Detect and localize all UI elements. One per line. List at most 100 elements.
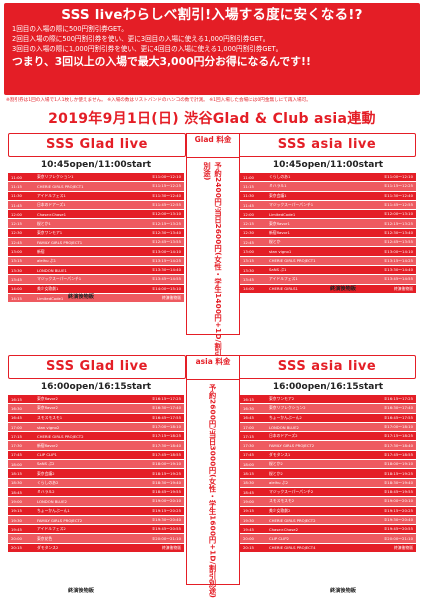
merch-time: ①12:15〜13:25 [140, 218, 184, 229]
performer-name: マジックスーパーパンチ2 [266, 487, 372, 498]
performer-name: CHERIE GIRLS PROJECT1 [34, 181, 140, 192]
performer-name: SaNS ぶ1 [266, 265, 372, 276]
slot-time: 13:00 [240, 246, 266, 257]
asia-header: SSS asia live [238, 355, 416, 379]
performer-name: 東京flavor2 [34, 403, 140, 414]
slot-time: 20:00 [8, 533, 34, 544]
table-row: 20:15 CHERIE GIRLS PROJECT4 終演後物販 [240, 543, 416, 554]
performer-name: ダモタンス2 [34, 543, 140, 554]
slot-time: 11:15 [8, 181, 34, 192]
slot-time: 20:00 [240, 533, 266, 544]
table-row: 11:30 アイドルフェス1 ①11:30〜12:40 [8, 191, 184, 201]
slot-time: 18:15 [8, 468, 34, 479]
price-box: Glad 料金 予約2400円/当日2600円(女性・学生1400円+1D/割引… [186, 133, 240, 357]
table-row: 13:30 SaNS ぶ1 ①13:30〜14:40 [240, 265, 416, 276]
table-row: 13:15 CHERIE GIRLS PROJECT1 ①13:15〜14:25 [240, 256, 416, 266]
slot-time: 20:15 [8, 543, 34, 554]
performer-name: CHERIE GIRLS PROJECT2 [34, 431, 140, 442]
performer-name: alelhu ぶ1 [34, 256, 140, 266]
merch-time: ②16:15〜17:25 [372, 395, 416, 405]
performer-name: LimitedCode1 [34, 293, 140, 304]
slot-time: 14:15 [8, 293, 34, 304]
merch-time: ②19:30〜20:40 [140, 515, 184, 526]
merch-time: ②17:00〜18:10 [372, 422, 416, 433]
performer-name: アイドルフェス2 [34, 524, 140, 535]
table-row: 14:00 CHERIE GIRLS1 終演後物販 [240, 284, 416, 294]
slot-time: 13:15 [240, 256, 266, 266]
performer-name: 桜とか2 [266, 459, 372, 470]
table-row: 19:45 アイドルフェス2 ②19:45〜20:55 [8, 524, 184, 535]
merch-time: ②18:00〜19:10 [372, 459, 416, 470]
slot-time: 16:15 [240, 395, 266, 405]
performer-name: ミハラル1 [266, 181, 372, 192]
table-row: 13:15 alelhu ぶ1 ①13:15〜14:25 [8, 256, 184, 266]
performer-name: 東京ワンモア1 [34, 228, 140, 239]
slot-time: 19:45 [240, 524, 266, 535]
slot-time: 19:00 [240, 496, 266, 507]
performer-name: LONDON BLUE2 [34, 496, 140, 507]
merch-time: ②19:15〜20:25 [140, 506, 184, 516]
merch-time: ①12:30〜13:40 [140, 228, 184, 239]
merch-time: ②20:00〜21:10 [140, 533, 184, 544]
performer-name: マジックスーパーパンチ1 [34, 274, 140, 285]
table-row: 19:00 スモスモスモ2 ②19:00〜20:10 [240, 496, 416, 507]
slot-time: 16:15 [8, 395, 34, 405]
event-title: 2019年9月1日(日) 渋谷Glad & Club asia連動 [48, 111, 376, 127]
slot-time: 16:45 [8, 413, 34, 423]
performer-name: マジックスーパーパンチ1 [266, 200, 372, 211]
merch-time: ②16:30〜17:40 [140, 403, 184, 414]
performer-name: 新宿flavor2 [34, 440, 140, 451]
asia-timetable: 16:15 東京ワンモア2 ②16:15〜17:25 16:30 東京リフレクション2 ②… [240, 395, 416, 554]
merch-time: ①11:00〜12:10 [372, 173, 416, 183]
glad-footer: 終演後物販 [68, 588, 94, 594]
table-row: 17:15 CHERIE GIRLS PROJECT2 ②17:15〜18:25 [8, 431, 184, 442]
merch-time: 終演後物販 [140, 543, 184, 554]
table-row: 19:15 美少女歌劇2 ②19:15〜20:25 [240, 506, 416, 516]
table-row: 13:45 アイドルフェス1 ①13:45〜14:55 [240, 274, 416, 285]
merch-time: ①11:30〜12:40 [140, 191, 184, 201]
table-row: 18:15 桜とか2 ②18:15〜19:25 [240, 468, 416, 479]
merch-time: ②19:00〜20:10 [140, 496, 184, 507]
table-row: 11:00 東京リフレクション1 ①11:00〜12:10 [8, 173, 184, 183]
slot-time: 18:45 [8, 487, 34, 498]
performer-name: 東京flavor1 [266, 218, 372, 229]
table-row: 18:15 東京会議2 ②18:15〜19:25 [8, 468, 184, 479]
merch-time: ②19:15〜20:25 [372, 506, 416, 516]
merch-time: ②19:00〜20:10 [372, 496, 416, 507]
performer-name: 桜とか1 [34, 218, 140, 229]
merch-time: ①14:00〜15:10 [140, 284, 184, 294]
table-row: 18:30 くらしのあ2 ②18:30〜19:40 [8, 478, 184, 488]
slot-time: 12:45 [240, 237, 266, 248]
performer-name: スモスモスモ2 [266, 496, 372, 507]
slot-time: 18:30 [8, 478, 34, 488]
performer-name: SaNS ぶ2 [34, 459, 140, 470]
asia-timetable: 11:00 くらしのあ1 ①11:00〜12:10 11:15 ミハラル1 ①11:15〜… [240, 173, 416, 294]
merch-time: ②18:15〜19:25 [140, 468, 184, 479]
performer-name: CLIP CLIP2 [266, 533, 372, 544]
table-row: 17:00 LONDON BLUE2 ②17:00〜18:10 [240, 422, 416, 433]
table-row: 12:15 桜とか1 ①12:15〜13:25 [8, 218, 184, 229]
table-row: 19:15 ちょーかんぶーん1 ②19:15〜20:25 [8, 506, 184, 516]
table-row: 11:00 くらしのあ1 ①11:00〜12:10 [240, 173, 416, 183]
table-row: 12:45 FAMILY GIRLS PROJECT1 ①12:45〜13:55 [8, 237, 184, 248]
glad-timetable: 16:15 東京flavor2 ②16:15〜17:25 16:30 東京flavor2… [8, 395, 184, 554]
merch-time: ①11:30〜12:40 [372, 191, 416, 201]
slot-time: 11:00 [8, 173, 34, 183]
performer-name: 日本のドアーズ1 [34, 200, 140, 211]
table-row: 19:00 LONDON BLUE2 ②19:00〜20:10 [8, 496, 184, 507]
table-row: 16:45 スモスモスモ1 ②16:45〜17:55 [8, 413, 184, 423]
merch-time: ①11:45〜12:55 [372, 200, 416, 211]
banner-line-3: 3回目の入場の際に1,000円割引券を使い、更に4回目の入場に使える1,000円… [12, 45, 283, 53]
price-box: asia 料金 予約2600円/当日3000円(女性・学生1600円+1D/割引… [186, 355, 240, 598]
banner-line-1: 1回目の入場の際に500円割引券GET。 [12, 25, 128, 33]
merch-time: ①12:15〜13:25 [372, 218, 416, 229]
slot-time: 20:15 [240, 543, 266, 554]
performer-name: くらしのあ2 [34, 478, 140, 488]
section-morning: SSS Glad live SSS asia live Glad 料金 予約24… [8, 133, 416, 357]
merch-time: ①13:15〜14:25 [140, 256, 184, 266]
performer-name: Chase×Chase2 [266, 524, 372, 535]
slot-time: 12:15 [8, 218, 34, 229]
table-row: 12:00 Chase×Chase1 ①12:00〜13:10 [8, 209, 184, 220]
merch-time: ①11:00〜12:10 [140, 173, 184, 183]
table-row: 16:15 東京flavor2 ②16:15〜17:25 [8, 395, 184, 405]
